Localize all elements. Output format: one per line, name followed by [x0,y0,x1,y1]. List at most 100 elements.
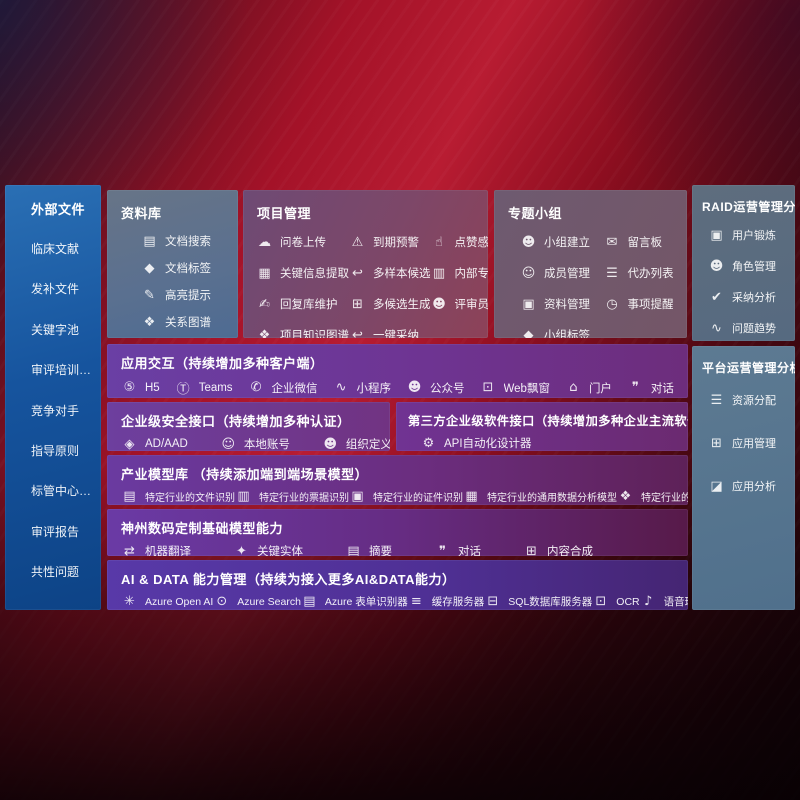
group-feature[interactable]: ☻ 小组建立 [520,234,603,250]
adopt-arrow-icon: ↩ [352,327,363,339]
portal-icon: ⌂ [569,380,578,395]
adoption-analysis-icon: ✔ [711,289,722,305]
project-feature[interactable]: ✍ 回复库维护 [256,296,349,312]
ai-capability-item[interactable]: ▤ Azure 表单识别器 [301,594,408,609]
model-item[interactable]: ▣ 特定行业的证件识别 [349,489,463,504]
foundation-item[interactable]: ❞ 对话 [434,543,481,557]
feature-label: 应用管理 [732,438,776,450]
model-item[interactable]: ▤ 特定行业的文件识别 [121,489,235,504]
project-feature[interactable]: ☁ 问卷上传 [256,234,349,250]
sidebar-item[interactable]: 审评培训内容 [31,361,101,378]
azure-search-icon: ⊙ [216,594,228,609]
ai-capability-item[interactable]: ⊡ OCR [592,594,639,609]
feature-label: 代办列表 [627,268,674,280]
feature-label: 关键信息提取 [280,268,349,280]
group-feature[interactable]: ▣ 资料管理 [520,296,603,312]
api-designer-gear-icon: ⚙ [422,435,435,451]
model-item[interactable]: ▦ 特定行业的通用数据分析模型 [463,489,617,504]
foundation-item[interactable]: ✦ 关键实体 [233,543,303,557]
receipt-recognize-icon: ▥ [237,489,250,504]
highlight-icon: ✎ [144,287,155,303]
group-feature[interactable]: ✉ 留言板 [603,234,683,250]
client-item[interactable]: ∿ 小程序 [333,380,391,396]
platform-feature[interactable]: ☰ 资源分配 [708,392,795,408]
raid-feature[interactable]: ✔ 采纳分析 [708,289,795,305]
ai-capability-item[interactable]: ✳ Azure Open AI [121,594,213,609]
ai-capability-item[interactable]: ♪ 语音理解 [640,594,688,609]
project-feature[interactable]: ↩ 多样本候选 [349,265,430,281]
project-feature[interactable]: ☝ 点赞感谢 [431,234,488,250]
foundation-item[interactable]: ⊞ 内容合成 [523,543,593,557]
client-item[interactable]: ⌂ 门户 [565,380,612,396]
project-feature[interactable]: ▦ 关键信息提取 [256,265,349,281]
feature-label: 项目知识图谱 [280,330,349,338]
ai-capability-item[interactable]: ⊙ Azure Search [213,594,301,609]
project-feature[interactable]: ▥ 内部专家排名 [431,265,488,281]
sidebar-item[interactable]: 审评报告 [31,523,101,540]
platform-feature[interactable]: ◪ 应用分析 [708,478,795,494]
auth-item[interactable]: ☻ 组织定义 [322,436,390,452]
feature-label: 对话 [458,546,481,556]
client-item[interactable]: ⊡ Web飘窗 [480,380,550,396]
auth-item[interactable]: ◈ AD/AAD [121,437,188,452]
feature-label: 门户 [588,382,612,395]
foundation-item[interactable]: ⇄ 机器翻译 [121,543,191,557]
group-feature[interactable]: ◷ 事项提醒 [603,296,683,312]
project-feature[interactable]: ⚠ 到期预警 [349,234,431,250]
thumbs-up-icon: ☝ [435,234,443,250]
sidebar-item-label: 关键字池 [31,322,80,337]
client-item[interactable]: ⑤ H5 [121,380,160,395]
feature-label: 内容合成 [547,546,593,556]
repository-feature[interactable]: ▤ 文档搜索 [141,233,238,249]
project-feature[interactable]: ❖ 项目知识图谱 [256,327,349,339]
thirdparty-item[interactable]: ⚙ API自动化设计器 [420,435,532,451]
ai-capability-item[interactable]: ⊟ SQL数据库服务器 [484,594,592,609]
band-title: 第三方企业级软件接口（持续增加多种企业主流软件接口） [408,414,688,428]
raid-feature[interactable]: ∿ 问题趋势 [708,320,795,336]
panel-title: 外部文件 [31,202,86,217]
sidebar-item[interactable]: 临床文献 [31,240,101,257]
project-feature[interactable]: ☻ 评审员画像 [431,296,488,312]
team-icon: ☻ [521,234,536,250]
alarm-icon: ⚠ [351,234,364,250]
project-feature[interactable]: ↩ 一键采纳 [349,327,431,339]
repository-feature[interactable]: ◆ 文档标签 [141,260,238,276]
feature-label: 一键采纳 [373,330,419,338]
feature-label: 特定行业的票据识别 [259,493,349,504]
feature-label: 文档标签 [165,263,211,275]
ai-capability-item[interactable]: ≡ 缓存服务器 [408,594,484,609]
sidebar-item[interactable]: 关键字池 [31,321,101,338]
chat-bubble-icon: ❞ [439,543,446,557]
model-item[interactable]: ▥ 特定行业的票据识别 [235,489,349,504]
feature-label: 回复库维护 [280,299,338,311]
sidebar-item[interactable]: 标管中心标准 [31,482,101,499]
raid-feature[interactable]: ▣ 用户锻炼 [708,227,795,243]
sidebar-item[interactable]: 竞争对手 [31,402,101,419]
feature-label: 留言板 [627,237,662,249]
feature-label: 采纳分析 [732,292,776,304]
raid-feature[interactable]: ☻ 角色管理 [708,258,795,274]
model-item[interactable]: ❖ 特定行业的通用知识图谱模型 [617,489,688,504]
auth-item[interactable]: ☺ 本地账号 [220,436,290,452]
sidebar-item[interactable]: 共性问题 [31,563,101,580]
repository-feature[interactable]: ✎ 高亮提示 [141,287,238,303]
platform-feature[interactable]: ⊞ 应用管理 [708,435,795,451]
relation-graph-icon: ❖ [143,314,156,330]
repository-feature[interactable]: ❖ 关系图谱 [141,314,238,330]
pen-icon: ✍ [259,296,270,312]
group-feature[interactable]: ☺ 成员管理 [520,265,603,281]
client-item[interactable]: ☻ 公众号 [406,380,465,396]
client-item[interactable]: Ⓣ Teams [175,378,233,398]
teams-icon: Ⓣ [176,382,190,397]
foundation-item[interactable]: ▤ 摘要 [345,543,392,557]
idcard-recognize-icon: ▣ [351,489,364,504]
feature-label: 应用分析 [732,481,776,493]
project-feature[interactable]: ⊞ 多候选生成 [349,296,430,312]
group-feature[interactable]: ☰ 代办列表 [603,265,683,281]
group-feature[interactable]: ◆ 小组标签 [520,327,603,339]
client-item[interactable]: ✆ 企业微信 [248,380,318,396]
client-item[interactable]: ❞ 对话 [627,380,674,396]
feature-label: 机器翻译 [145,546,191,556]
sidebar-item[interactable]: 指导原则 [31,442,101,459]
sidebar-item[interactable]: 发补文件 [31,280,101,297]
